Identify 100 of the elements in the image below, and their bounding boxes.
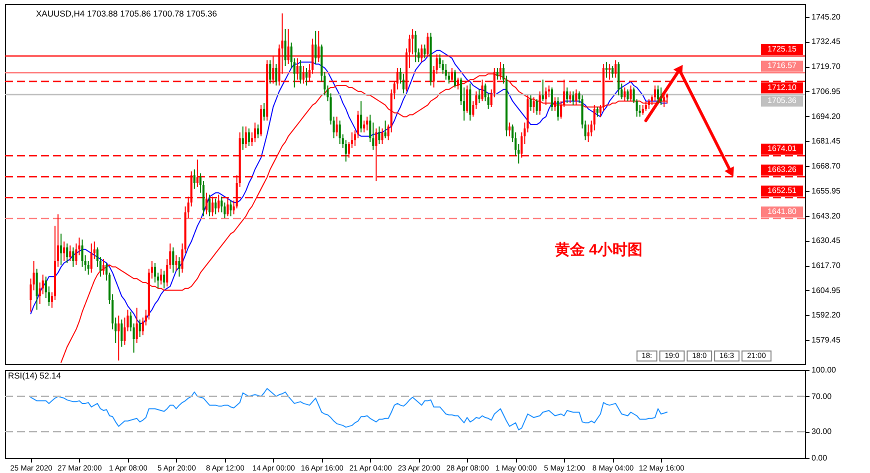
candlestick (193, 168, 196, 190)
candlestick (136, 307, 138, 344)
candlestick (284, 28, 286, 67)
y-tick-label: 1745.20 (812, 12, 841, 22)
candlestick (118, 315, 120, 361)
candlestick (644, 100, 647, 112)
y-tick-label: 1592.20 (812, 310, 841, 320)
candlestick (36, 268, 38, 310)
candlestick (305, 67, 308, 86)
candlestick (257, 124, 260, 139)
candlestick (230, 200, 232, 217)
candlestick (338, 120, 341, 145)
candlestick (160, 268, 162, 285)
y-tick-label: 1719.70 (812, 62, 841, 72)
candlestick (642, 104, 644, 116)
ref-line-label: 1674.01 (768, 144, 798, 154)
ref-line-label: 1716.57 (768, 61, 798, 70)
candlestick (275, 64, 278, 86)
candlestick (648, 98, 650, 110)
candlestick (538, 90, 541, 116)
y-tick-label: 1617.70 (812, 261, 841, 270)
candlestick (605, 62, 608, 78)
candlestick (557, 96, 560, 122)
candlestick (72, 246, 74, 268)
y-tick-label: 100.00 (812, 366, 837, 374)
candlestick (624, 86, 626, 102)
candlestick (454, 69, 456, 88)
y-tick-label: 1655.95 (812, 186, 841, 196)
candlestick (626, 88, 629, 102)
candlestick (530, 94, 532, 112)
candlestick (550, 86, 553, 112)
candlestick (630, 85, 632, 102)
candlestick (242, 126, 244, 150)
candlestick (81, 239, 84, 268)
candlestick (366, 116, 368, 131)
candlestick (120, 319, 123, 348)
candlestick (66, 242, 68, 264)
y-tick-label: 1706.95 (812, 86, 841, 96)
candlestick (566, 86, 568, 104)
text: XAUUSD,H4 1703.88 1705.86 1700.78 1705.36 (36, 8, 218, 18)
candlestick (663, 92, 666, 108)
y-tick-label: 30.00 (812, 427, 832, 436)
ref-line-label: 1663.26 (768, 165, 798, 174)
line-series (30, 388, 668, 430)
candlestick (496, 67, 498, 80)
candlestick (244, 126, 247, 148)
candlestick (175, 254, 178, 272)
ref-line-label: 1705.36 (768, 96, 798, 106)
candlestick (178, 256, 180, 278)
candlestick (612, 66, 614, 78)
candlestick (572, 90, 574, 106)
y-tick-label: 1579.45 (812, 336, 841, 345)
y-tick-label: 0.00 (812, 454, 828, 462)
candlestick (163, 270, 166, 289)
candlestick (544, 86, 547, 106)
candlestick (532, 96, 535, 114)
candlestick (172, 246, 174, 274)
candlestick (654, 85, 656, 102)
candlestick (360, 100, 362, 133)
chart-title: RSI(14) 52.14 (8, 370, 62, 380)
y-tick-label: 1694.20 (812, 112, 841, 121)
candlestick (314, 30, 317, 65)
candlestick (214, 198, 217, 215)
candlestick (536, 98, 538, 116)
y-tick-label: 1681.45 (812, 136, 841, 146)
annotation: 黄金 4小时图 (554, 242, 642, 259)
candlestick (102, 258, 105, 276)
y-tick-label: 1668.70 (812, 162, 841, 171)
ref-line-label: 1641.80 (768, 207, 798, 216)
y-tick-label: 1643.20 (812, 211, 841, 220)
ref-line-label: 1725.15 (768, 44, 798, 54)
candlestick (466, 85, 468, 114)
candlestick (596, 106, 598, 118)
candlestick (263, 102, 266, 122)
candlestick (69, 244, 72, 262)
candlestick (660, 86, 662, 106)
y-tick-label: 1604.95 (812, 286, 841, 295)
candlestick (478, 88, 480, 104)
candlestick (60, 233, 62, 266)
candlestick (269, 60, 272, 84)
y-tick-label: 70.00 (812, 392, 832, 401)
y-tick-label: 1630.45 (812, 236, 841, 246)
candlestick (414, 30, 417, 63)
candlestick (554, 96, 556, 112)
candlestick (657, 85, 660, 104)
candlestick (381, 128, 384, 145)
candlestick (254, 122, 256, 143)
candlestick (424, 44, 426, 59)
candlestick (378, 126, 380, 145)
candlestick (575, 88, 578, 106)
candlestick (614, 60, 617, 78)
candlestick (63, 241, 66, 262)
ref-line-label: 1652.51 (768, 186, 798, 196)
candlestick (138, 319, 141, 338)
candlestick (208, 194, 211, 217)
candlestick (90, 242, 92, 274)
candlestick (336, 116, 338, 137)
candlestick (508, 122, 511, 137)
candlestick (363, 120, 366, 133)
y-tick-label: 1732.45 (812, 37, 841, 46)
